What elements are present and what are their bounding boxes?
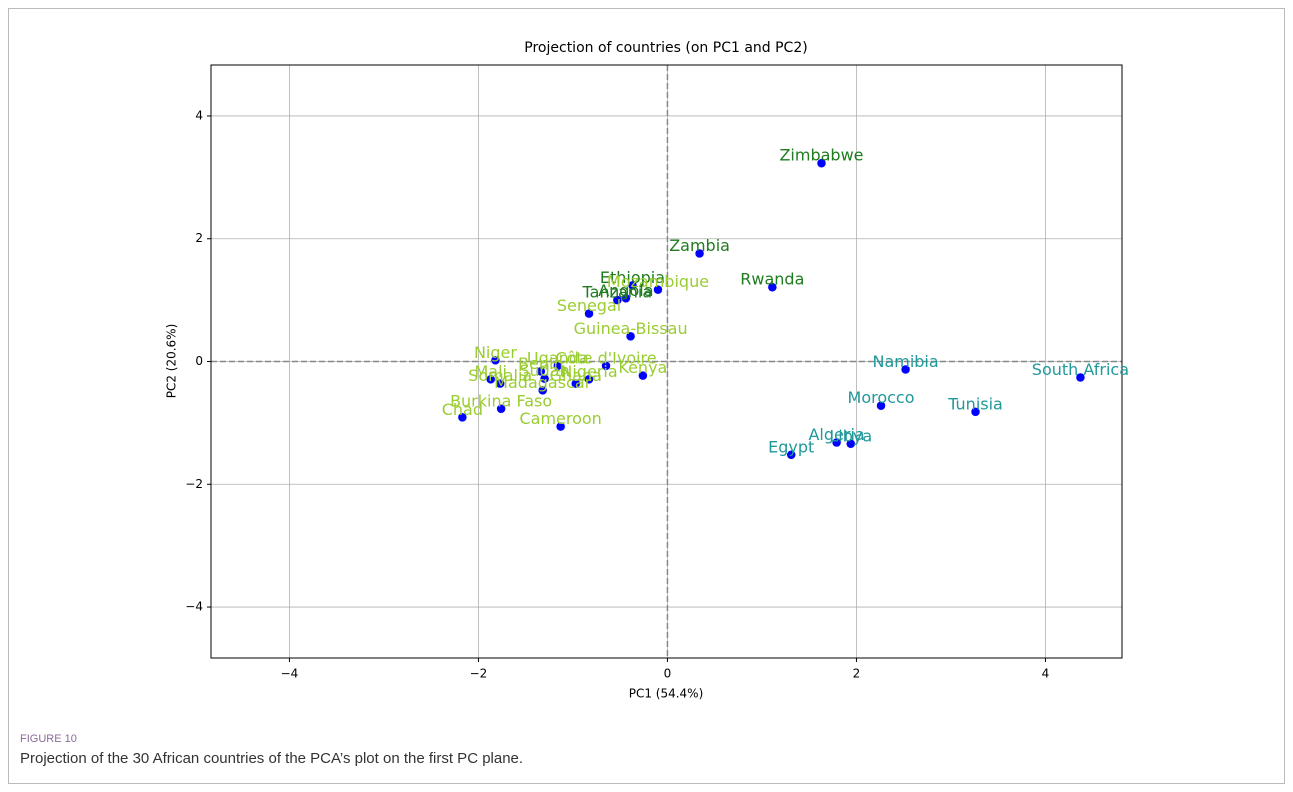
x-tick-label: 2 [853,667,861,681]
x-tick-label: 0 [664,667,672,681]
point [621,293,631,304]
point [653,284,663,295]
point-label: Madagascar [494,373,591,392]
point-label: Mozambique [607,272,709,291]
chart-title: Projection of countries (on PC1 and PC2) [524,40,807,56]
x-tick-label: −2 [470,667,488,681]
point [816,158,827,168]
point-label: Rwanda [740,270,804,289]
point-label: Zimbabwe [779,146,863,165]
point [627,280,638,291]
figure-frame [8,8,1285,784]
point-label: Ghana [550,366,602,385]
point [539,373,550,384]
point-label: Uganda [527,348,589,367]
point [831,437,842,448]
x-tick-label: 4 [1042,667,1050,681]
plot-frame [210,64,1123,659]
point [846,439,856,449]
point [694,248,705,259]
point [490,355,501,366]
point [571,378,581,389]
point-label: Egypt [768,437,814,456]
point-label: Guinea-Bissau [574,319,688,338]
point-label: Somalia [468,366,532,385]
point [638,370,648,381]
point-label: South Africa [1032,360,1129,379]
point [537,385,548,396]
y-tick-label: 4 [195,108,203,122]
point-label: Côte d'Ivoire [555,348,656,367]
point-label: Zambia [669,236,730,255]
y-tick-label: −2 [185,477,203,491]
point-label: Cameroon [519,409,601,428]
point [555,421,566,432]
point [495,378,505,389]
point [457,412,468,423]
y-tick-label: 2 [195,231,203,245]
point-label: Niger [474,343,517,362]
point [1075,372,1086,383]
point [767,282,778,292]
point-label: Algeria [808,425,864,444]
caption-text: Projection of the 30 African countries o… [20,750,524,767]
point-label: Kenya [618,358,667,377]
point [496,404,506,414]
point-label: Nigeria [560,362,617,381]
point [625,331,636,342]
point [601,361,611,371]
y-tick-label: −4 [185,600,203,614]
point [584,374,594,385]
point-label: Senegal [557,296,621,315]
point [970,407,981,417]
y-tick-label: 0 [195,354,203,368]
point-label: Tunisia [947,394,1003,413]
point [786,450,796,460]
point-label: Tanzania [582,283,653,302]
point-label: Namibia [872,352,938,371]
point-label: Angola [598,281,653,300]
x-axis-label: PC1 (54.4%) [629,687,704,701]
x-tick-label: −4 [281,667,299,681]
point [584,308,594,319]
y-axis-label: PC2 (20.6%) [165,324,179,399]
point-label: Benin [518,354,564,373]
point [485,374,496,385]
point-label: Burkina Faso [450,391,552,410]
caption-label: FIGURE 10 [20,733,77,745]
point-label: Chad [442,400,483,419]
point [553,361,563,371]
point-label: Libya [829,426,872,445]
point-label: Sudan [519,361,569,380]
point-label: Morocco [848,388,915,407]
point [876,400,886,411]
point-label: Mali [474,362,507,381]
point [900,364,911,375]
point-label: Ethiopia [600,268,665,287]
